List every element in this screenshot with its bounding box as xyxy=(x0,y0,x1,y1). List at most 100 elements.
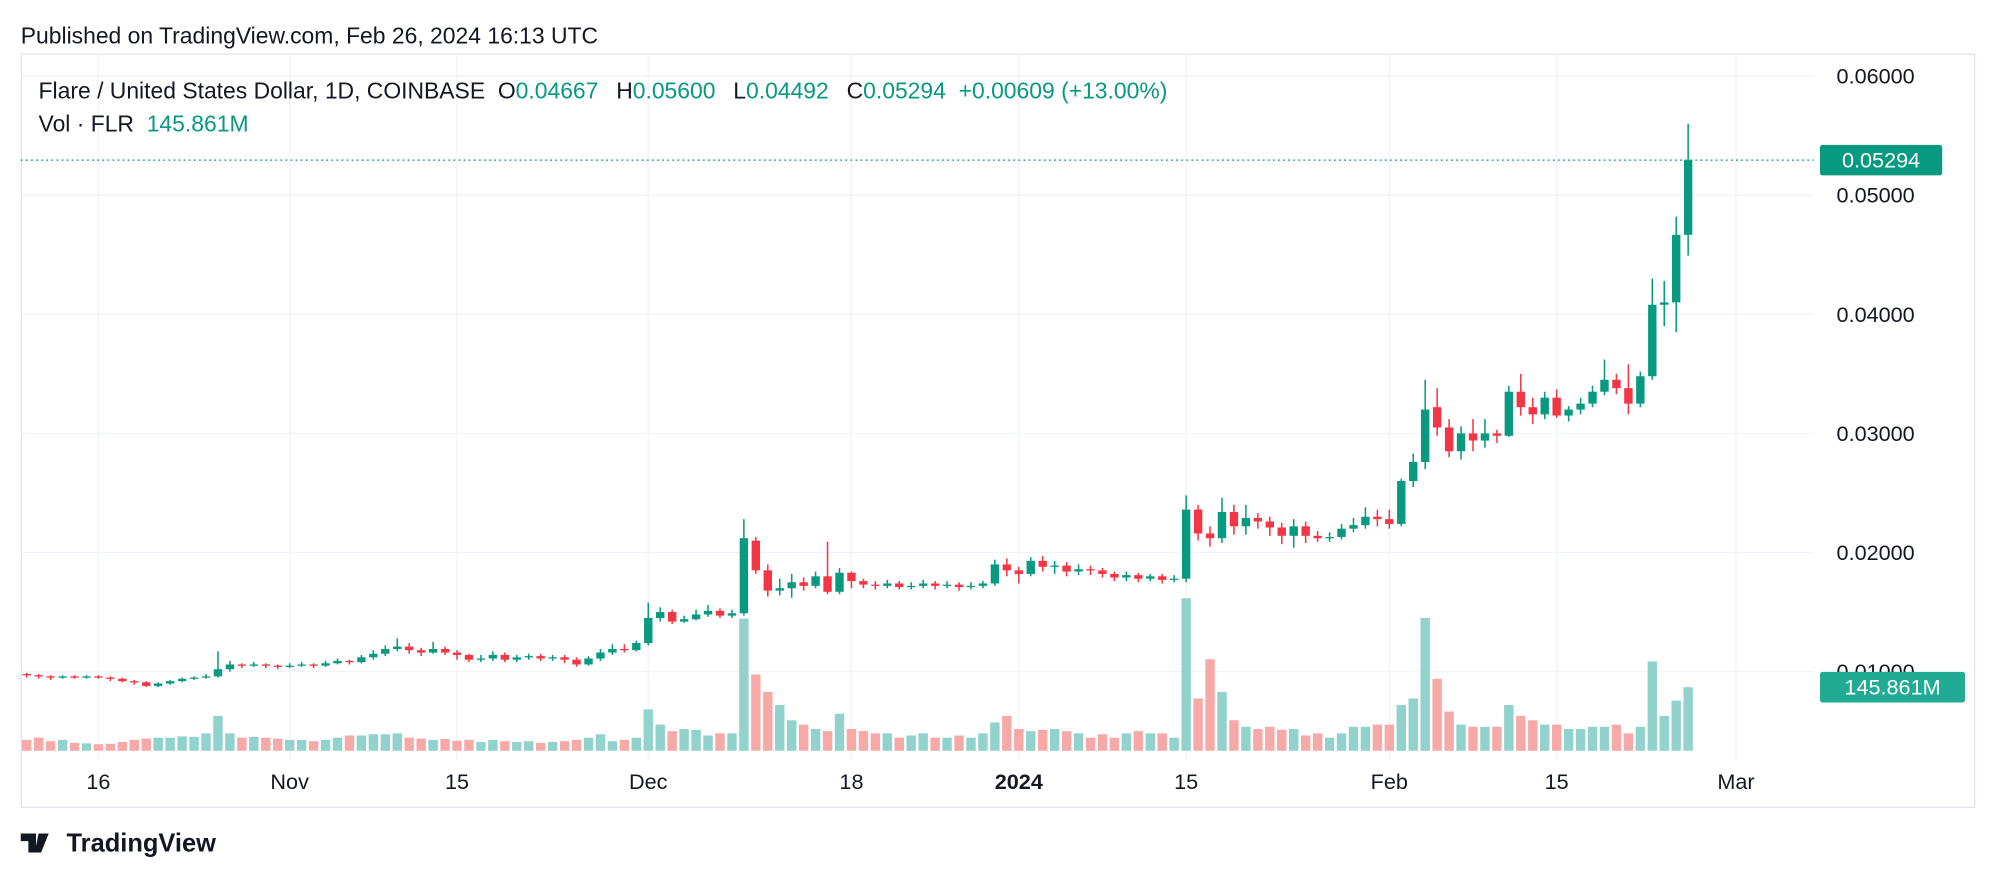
candle-body xyxy=(452,652,462,655)
volume-bar xyxy=(1384,724,1395,751)
candle-body xyxy=(1612,379,1621,389)
y-tick-label: 0.03000 xyxy=(1837,421,1915,446)
candle-body xyxy=(249,664,259,666)
volume-bar xyxy=(261,737,271,751)
x-tick-label: Mar xyxy=(1717,769,1754,794)
symbol: Flare / United States Dollar, 1D, COINBA… xyxy=(39,77,486,103)
volume-legend: Vol · FLR 145.861M xyxy=(39,110,249,136)
volume-bar xyxy=(296,739,307,751)
volume-bar xyxy=(404,737,414,751)
candle-body xyxy=(1002,564,1012,571)
volume-bar xyxy=(1492,726,1502,751)
volume-bar xyxy=(524,741,534,751)
volume-bar xyxy=(1540,724,1550,751)
candle-body xyxy=(1193,509,1203,534)
close-value: 0.05294 xyxy=(863,77,946,103)
logo-dot xyxy=(38,833,47,842)
volume-bar xyxy=(930,737,940,751)
volume-bar xyxy=(834,713,845,751)
volume-bar xyxy=(1300,735,1311,751)
volume-bar xyxy=(69,742,80,751)
candle-body xyxy=(1158,576,1167,580)
candle-body xyxy=(1564,409,1573,416)
volume-bar xyxy=(1635,726,1646,751)
volume-bar xyxy=(1528,720,1538,751)
candle-body xyxy=(572,659,581,665)
candle-body xyxy=(500,654,510,660)
candle-body xyxy=(703,610,713,615)
legend-line: Flare / United States Dollar, 1D, COINBA… xyxy=(39,77,1168,103)
candle-body xyxy=(333,660,342,664)
volume-bar xyxy=(1563,728,1574,751)
candle-body xyxy=(1361,516,1370,526)
candle-body xyxy=(1134,575,1143,579)
volume-bar xyxy=(1014,728,1024,751)
volume-bar xyxy=(105,743,116,751)
candle-body xyxy=(94,676,103,678)
candle-body xyxy=(70,676,79,678)
x-tick-label: 2024 xyxy=(995,769,1043,794)
candle-body xyxy=(1409,461,1418,482)
volume-bar xyxy=(273,738,283,751)
volume-bar xyxy=(1061,731,1072,751)
candle-body xyxy=(1540,397,1549,415)
volume-bar xyxy=(1456,724,1466,751)
volume-bar xyxy=(858,731,869,751)
candle-body xyxy=(1456,433,1466,452)
candle-body xyxy=(1050,565,1059,567)
volume-bar xyxy=(667,731,677,751)
candle-body xyxy=(177,678,187,682)
candle-body xyxy=(1301,526,1310,536)
volume-bar xyxy=(1468,726,1478,751)
volume-bar xyxy=(81,743,92,751)
candle-body xyxy=(644,618,653,644)
x-tick-label: Nov xyxy=(270,769,309,794)
candle-body xyxy=(667,612,677,622)
volume-bar xyxy=(392,733,402,751)
volume-bar xyxy=(33,737,44,751)
volume-bar xyxy=(1193,698,1203,751)
volume-bar xyxy=(141,738,151,751)
candle-body xyxy=(285,665,294,667)
candle-body xyxy=(1217,512,1227,539)
volume-bar xyxy=(942,737,952,751)
candle-body xyxy=(22,673,31,676)
candle-body xyxy=(1122,575,1131,578)
candle-body xyxy=(883,583,892,586)
candle-body xyxy=(1014,570,1023,574)
volume-bar xyxy=(1432,678,1442,751)
volume-bar xyxy=(739,618,749,751)
volume-bar xyxy=(954,735,964,751)
candle-body xyxy=(1086,569,1095,571)
candle-body xyxy=(1373,516,1382,520)
candle-body xyxy=(1098,570,1107,574)
candle-body xyxy=(954,584,964,588)
candle-body xyxy=(1468,433,1478,441)
candle-body xyxy=(1504,391,1514,436)
candle-body xyxy=(847,572,856,582)
candle-body xyxy=(82,676,91,678)
volume-bar xyxy=(1504,704,1514,751)
candle-body xyxy=(1385,519,1394,524)
volume-bar xyxy=(177,736,187,751)
volume-bar xyxy=(464,739,474,751)
volume-bar xyxy=(93,744,104,751)
volume-bar xyxy=(906,735,916,751)
candle-body xyxy=(811,576,820,586)
candle-body xyxy=(225,664,235,670)
candle-body xyxy=(1110,573,1119,578)
candle-body xyxy=(536,656,545,659)
volume-bar xyxy=(1049,728,1060,751)
candle-body xyxy=(154,683,163,686)
volume-bar xyxy=(1073,733,1084,751)
volume-bar xyxy=(619,739,630,751)
y-tick-label: 0.04000 xyxy=(1837,302,1915,327)
candle-body xyxy=(990,564,1000,584)
volume-bar xyxy=(1169,737,1179,751)
candle-body xyxy=(966,585,976,588)
volume-bar xyxy=(715,733,725,751)
x-tick-label: Dec xyxy=(629,769,668,794)
volume-bar xyxy=(571,739,582,751)
candle-body xyxy=(273,665,282,667)
candle-body xyxy=(1516,391,1526,408)
